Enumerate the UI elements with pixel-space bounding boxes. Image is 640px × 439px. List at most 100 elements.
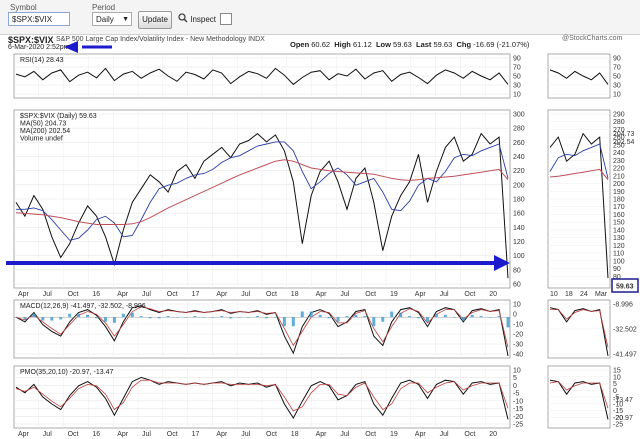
bottom-x-axis-label: Jul (142, 431, 151, 438)
price-legend-entry: MA(200) 202.54 (20, 128, 70, 135)
zoom-y-tick-label: -41.497 (613, 352, 637, 359)
macd-label: MACD(12,26,9) -41.497, -32.502, -8.996 (20, 303, 146, 310)
histogram-bar (202, 317, 206, 318)
ma-value-label: 202.54 (613, 139, 635, 146)
y-tick-label: 30 (513, 83, 521, 90)
histogram-bar (318, 314, 322, 318)
zoom-x-axis-label: 24 (580, 291, 588, 298)
histogram-bar (399, 312, 403, 318)
pmo-value-label: -13.47 (613, 397, 633, 404)
histogram-bar (372, 317, 376, 327)
symbol-label: Symbol (10, 3, 37, 12)
zoom-y-tick-label: 15 (613, 368, 621, 375)
bottom-x-axis-label: Apr (316, 431, 328, 438)
zoom-y-tick-label: -15 (613, 408, 623, 415)
histogram-bar (112, 317, 116, 323)
y-tick-label: 5 (513, 375, 517, 382)
x-axis-label: Apr (216, 291, 228, 298)
toolbar: Symbol $SPX:$VIX Period Daily ▼ Update I… (0, 0, 640, 35)
histogram-bar (273, 317, 277, 318)
zoom-series-line (549, 143, 609, 179)
y-tick-label: 70 (513, 65, 521, 72)
zoom-y-tick-label: 90 (613, 56, 621, 63)
zoom-series-line (550, 309, 609, 348)
series-line (15, 132, 509, 279)
zoom-y-tick-label: 130 (613, 235, 625, 242)
histogram-bar (41, 317, 45, 321)
y-tick-label: 90 (513, 56, 521, 63)
bottom-x-axis-label: Oct (464, 431, 475, 438)
bottom-x-axis-label: Jul (241, 431, 250, 438)
chart-date: 6-Mar-2020 2:52pm (8, 44, 70, 51)
x-axis-label: 20 (489, 291, 497, 298)
price-legend-entry: $SPX:$VIX (Daily) 59.63 (20, 113, 97, 120)
zoom-y-tick-label: 290 (613, 112, 625, 119)
histogram-bar (77, 313, 81, 318)
zoom-y-tick-label: 10 (613, 92, 621, 99)
zoom-y-tick-label: -5 (613, 395, 619, 402)
period-select[interactable]: Daily ▼ (92, 12, 132, 26)
x-axis-label: Jul (142, 291, 151, 298)
histogram-bar (247, 317, 251, 318)
histogram-bar (121, 313, 125, 318)
y-tick-label: 10 (513, 302, 521, 309)
zoom-y-tick-label: -10 (613, 401, 623, 408)
zoom-y-tick-label: 140 (613, 227, 625, 234)
histogram-bar (220, 316, 224, 318)
y-tick-label: 260 (513, 140, 525, 147)
zoom-y-tick-label: 170 (613, 204, 625, 211)
last-value-label: 59.63 (616, 284, 634, 291)
histogram-bar (139, 316, 143, 318)
histogram-bar (86, 314, 90, 318)
zoom-y-tick-label: -32.502 (613, 327, 637, 334)
histogram-bar (50, 317, 54, 321)
zoom-y-tick-label: 280 (613, 119, 625, 126)
histogram-bar (497, 316, 501, 318)
y-tick-label: 160 (513, 211, 525, 218)
inspect-label: Inspect (190, 15, 217, 24)
update-button[interactable]: Update (138, 11, 172, 29)
histogram-bar (59, 317, 63, 320)
high-value: 61.12 (352, 40, 372, 49)
bottom-x-axis-label: Jul (43, 431, 52, 438)
y-tick-label: -40 (513, 352, 523, 359)
y-tick-label: -15 (513, 406, 523, 413)
pmo-value-label: -20.97 (613, 415, 633, 422)
bottom-x-axis-label: 16 (92, 431, 100, 438)
zoom-y-tick-label: 120 (613, 243, 625, 250)
zoom-y-tick-label: 50 (613, 74, 621, 81)
y-tick-label: 50 (513, 74, 521, 81)
y-tick-label: 10 (513, 368, 521, 375)
zoom-y-tick-label: 230 (613, 158, 625, 165)
y-tick-label: 0 (513, 383, 517, 390)
histogram-bar (282, 317, 286, 327)
x-axis-label: Apr (117, 291, 129, 298)
histogram-bar (229, 317, 233, 319)
series-line (15, 379, 509, 412)
y-tick-label: 120 (513, 239, 525, 246)
x-axis-label: Apr (316, 291, 328, 298)
zoom-series-line (549, 132, 609, 279)
histogram-bar (264, 317, 268, 319)
zoom-y-tick-label: 150 (613, 220, 625, 227)
histogram-bar (309, 311, 313, 318)
x-axis-label: Oct (68, 291, 79, 298)
last-value: 59.63 (433, 40, 453, 49)
zoom-y-tick-label: 0 (613, 388, 617, 395)
histogram-bar (166, 316, 170, 318)
low-label: Low (375, 40, 391, 49)
inspect-checkbox[interactable] (220, 13, 232, 25)
stockcharts-watermark: @StockCharts.com (562, 35, 623, 42)
histogram-bar (14, 317, 18, 318)
inspect-toggle[interactable]: Inspect (178, 12, 216, 26)
x-axis-label: Oct (464, 291, 475, 298)
x-axis-label: 17 (192, 291, 200, 298)
symbol-input[interactable]: $SPX:$VIX (8, 12, 70, 26)
x-axis-label: Apr (18, 291, 30, 298)
x-axis-label: Jul (340, 291, 349, 298)
zoom-y-tick-label: 220 (613, 166, 625, 173)
histogram-bar (434, 313, 438, 318)
magnifier-icon (178, 13, 188, 23)
zoom-y-tick-label: 80 (613, 274, 621, 281)
